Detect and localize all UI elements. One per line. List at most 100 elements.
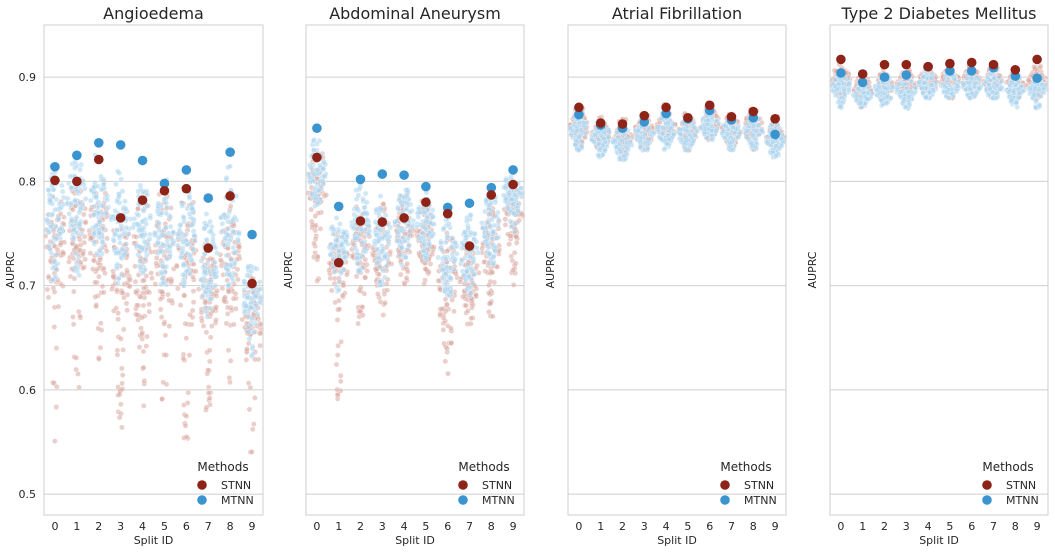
x-tick-label: 0	[575, 520, 582, 533]
stnn-sample-point	[223, 320, 230, 327]
y-tick-label: 0.7	[19, 280, 37, 293]
stnn-sample-point	[252, 356, 258, 363]
stnn-sample-point	[119, 424, 125, 431]
stnn-sample-point	[120, 347, 126, 353]
stnn-sample-point	[336, 306, 343, 312]
mtnn-point	[181, 165, 192, 175]
stnn-sample-point	[473, 291, 479, 298]
mtnn-sample-point	[449, 235, 456, 241]
mtnn-sample-point	[190, 228, 197, 234]
stnn-sample-point	[54, 384, 60, 390]
mtnn-sample-point	[189, 205, 196, 212]
stnn-sample-point	[141, 277, 147, 284]
stnn-sample-point	[463, 302, 469, 309]
mtnn-sample-point	[116, 193, 122, 200]
mtnn-sample-point	[256, 286, 263, 293]
stnn-sample-point	[181, 292, 187, 299]
stnn-sample-point	[110, 273, 116, 280]
stnn-sample-point	[160, 379, 167, 386]
x-tick-label: 3	[641, 520, 648, 533]
stnn-sample-point	[460, 293, 466, 300]
stnn-sample-point	[183, 413, 190, 419]
stnn-sample-point	[234, 266, 241, 273]
mtnn-sample-point	[59, 188, 66, 195]
stnn-sample-point	[469, 304, 475, 311]
mtnn-sample-point	[414, 224, 420, 230]
stnn-sample-point	[257, 342, 263, 349]
mtnn-sample-point	[114, 198, 120, 205]
stnn-sample-point	[513, 234, 519, 240]
mtnn-sample-point	[601, 135, 607, 142]
mtnn-sample-point	[764, 140, 771, 146]
mtnn-sample-point	[123, 206, 129, 212]
stnn-sample-point	[90, 257, 97, 264]
stnn-sample-point	[377, 299, 384, 305]
mtnn-sample-point	[91, 212, 97, 218]
stnn-sample-point	[123, 300, 130, 307]
mtnn-sample-point	[175, 242, 181, 249]
stnn-sample-point	[183, 434, 190, 440]
stnn-sample-point	[54, 246, 61, 253]
mtnn-sample-point	[506, 190, 513, 196]
mtnn-sample-point	[463, 278, 469, 284]
mtnn-sample-point	[57, 226, 63, 232]
mtnn-sample-point	[376, 227, 383, 233]
mtnn-sample-point	[161, 196, 167, 202]
legend-title: Methods	[458, 460, 509, 474]
stnn-sample-point	[486, 282, 492, 288]
mtnn-sample-point	[399, 262, 405, 268]
mtnn-sample-point	[374, 246, 381, 253]
mtnn-sample-point	[236, 230, 242, 236]
stnn-sample-point	[115, 310, 121, 316]
stnn-sample-point	[97, 344, 104, 351]
mtnn-sample-point	[464, 218, 470, 224]
mtnn-sample-point	[496, 217, 502, 223]
mtnn-sample-point	[490, 260, 496, 267]
stnn-sample-point	[159, 396, 165, 402]
mtnn-point	[355, 174, 366, 185]
stnn-sample-point	[161, 321, 167, 327]
mtnn-sample-point	[327, 251, 334, 258]
stnn-sample-point	[337, 372, 344, 379]
stnn-sample-point	[143, 343, 150, 349]
stnn-sample-point	[141, 378, 148, 384]
mtnn-sample-point	[730, 124, 736, 131]
stnn-sample-point	[110, 268, 116, 275]
stnn-sample-point	[344, 271, 350, 278]
mtnn-sample-point	[246, 336, 253, 342]
stnn-sample-point	[118, 401, 124, 408]
stnn-sample-point	[442, 358, 449, 365]
mtnn-sample-point	[120, 252, 127, 258]
mtnn-sample-point	[619, 137, 625, 144]
x-tick-label: 6	[444, 520, 451, 533]
mtnn-sample-point	[333, 215, 340, 221]
mtnn-sample-point	[651, 130, 657, 137]
mtnn-sample-point	[74, 188, 81, 194]
mtnn-sample-point	[198, 258, 205, 264]
mtnn-sample-point	[336, 286, 342, 293]
mtnn-sample-point	[336, 253, 342, 259]
mtnn-sample-point	[168, 236, 175, 243]
stnn-sample-point	[175, 285, 181, 292]
x-tick-label: 6	[183, 520, 190, 533]
stnn-sample-point	[440, 315, 447, 321]
stnn-sample-point	[199, 318, 205, 324]
stnn-sample-point	[224, 311, 231, 317]
stnn-sample-point	[182, 423, 189, 429]
mtnn-sample-point	[59, 182, 65, 189]
stnn-sample-point	[444, 345, 450, 352]
mtnn-sample-point	[72, 198, 78, 204]
stnn-sample-point	[231, 321, 237, 328]
stnn-sample-point	[235, 276, 241, 283]
mtnn-sample-point	[50, 239, 56, 246]
stnn-sample-point	[185, 389, 192, 396]
stnn-sample-point	[148, 270, 154, 276]
stnn-sample-point	[206, 395, 213, 401]
legend-marker-stnn	[720, 480, 730, 490]
mtnn-sample-point	[404, 246, 410, 253]
mtnn-sample-point	[677, 131, 683, 137]
stnn-point	[93, 154, 104, 165]
x-tick-label: 3	[379, 520, 386, 533]
stnn-point	[137, 195, 148, 205]
